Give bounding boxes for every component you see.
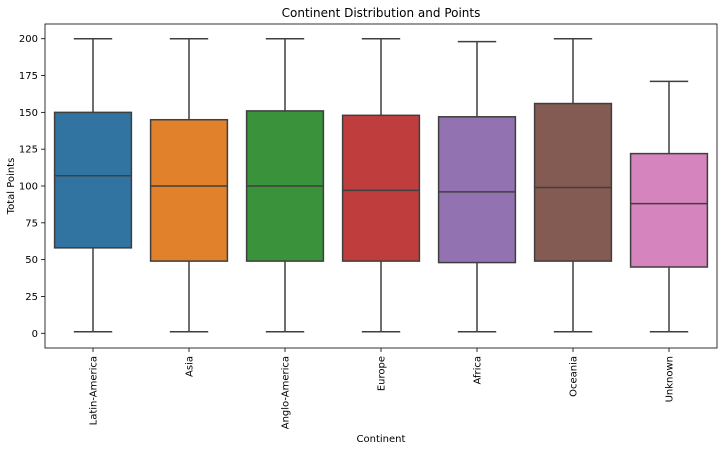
box-iqr xyxy=(437,116,517,264)
y-tick-label: 175 xyxy=(19,71,38,82)
plot-frame xyxy=(44,23,718,349)
box-iqr xyxy=(53,111,133,249)
plot-area xyxy=(53,37,709,333)
y-tick-label: 200 xyxy=(19,34,38,45)
box-5 xyxy=(533,37,613,333)
x-tick-label: Africa xyxy=(473,356,484,385)
y-tick-label: 25 xyxy=(25,292,38,303)
box-iqr xyxy=(341,114,421,262)
box-iqr xyxy=(629,152,709,268)
y-tick-label: 0 xyxy=(32,329,38,340)
y-tick-label: 125 xyxy=(19,145,38,156)
x-axis: Latin-America Asia Anglo-America Europe Afri… xyxy=(89,348,676,429)
y-axis-label: Total Points xyxy=(6,158,17,216)
box-1 xyxy=(149,37,229,333)
y-tick-label: 100 xyxy=(19,182,38,193)
box-4 xyxy=(437,40,517,333)
box-iqr xyxy=(533,102,613,262)
y-tick-label: 150 xyxy=(19,108,38,119)
y-tick-label: 75 xyxy=(25,218,38,229)
x-tick-label: Unknown xyxy=(665,356,676,402)
x-tick-label: Latin-America xyxy=(89,356,100,425)
box-3 xyxy=(341,37,421,333)
box-6 xyxy=(629,80,709,333)
x-tick-label: Europe xyxy=(377,356,388,391)
y-axis: 0 25 50 75 100 125 150 175 200 xyxy=(19,34,45,340)
x-tick-label: Anglo-America xyxy=(281,356,292,429)
box-iqr xyxy=(149,118,229,262)
chart-title: Continent Distribution and Points xyxy=(282,6,481,20)
box-2 xyxy=(245,37,325,333)
y-tick-label: 50 xyxy=(25,255,38,266)
x-tick-label: Asia xyxy=(185,356,196,377)
box-0 xyxy=(53,37,133,333)
x-tick-label: Oceania xyxy=(569,356,580,397)
x-axis-label: Continent xyxy=(357,434,406,445)
